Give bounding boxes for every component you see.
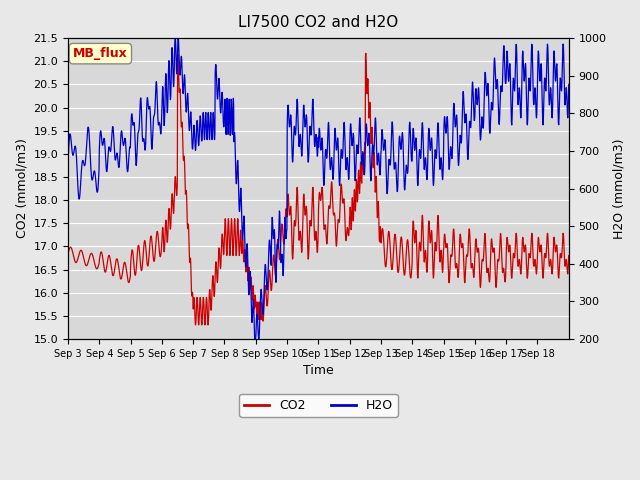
H2O <box>251 336 259 342</box>
CO2 <box>154 229 161 235</box>
CO2 <box>410 224 417 229</box>
H2O <box>291 130 299 135</box>
Title: LI7500 CO2 and H2O: LI7500 CO2 and H2O <box>238 15 399 30</box>
H2O <box>321 163 328 169</box>
CO2 <box>565 253 573 259</box>
CO2 <box>533 262 541 268</box>
CO2 <box>291 219 299 225</box>
CO2 <box>74 257 81 263</box>
H2O <box>64 160 72 166</box>
Y-axis label: CO2 (mmol/m3): CO2 (mmol/m3) <box>15 139 28 239</box>
Y-axis label: H2O (mmol/m3): H2O (mmol/m3) <box>612 138 625 239</box>
H2O <box>565 82 573 87</box>
H2O <box>74 174 81 180</box>
CO2 <box>204 322 212 328</box>
Line: CO2: CO2 <box>68 53 569 325</box>
H2O <box>154 108 161 114</box>
CO2 <box>362 50 370 56</box>
Text: MB_flux: MB_flux <box>73 47 128 60</box>
Line: H2O: H2O <box>68 38 569 339</box>
Legend: CO2, H2O: CO2, H2O <box>239 394 397 417</box>
CO2 <box>64 251 72 256</box>
H2O <box>172 35 179 41</box>
H2O <box>410 131 417 137</box>
X-axis label: Time: Time <box>303 364 333 377</box>
H2O <box>533 99 541 105</box>
CO2 <box>321 226 328 231</box>
